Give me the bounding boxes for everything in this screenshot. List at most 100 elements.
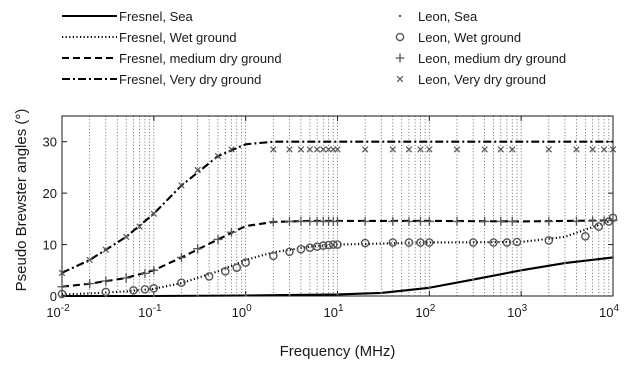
vertical-grid [89,116,610,296]
series-leon-very-dry-ground [58,146,617,277]
series-point [269,251,278,261]
legend-label: Fresnel, medium dry ground [119,51,282,66]
series-point [417,146,424,153]
series-point [194,166,201,174]
series-point [325,146,332,153]
series-point [468,238,478,247]
series-point [150,210,158,217]
series-point [425,238,434,247]
series-fresnel-wet-ground [61,218,614,296]
x-tick-exponent: 1 [338,303,344,314]
series-point [241,258,250,267]
x-tick-label: 102 [415,303,435,320]
series-point [232,263,242,273]
x-tick-label: 103 [507,303,527,320]
x-tick-label: 104 [599,303,619,320]
series-point [152,294,156,298]
series-point [57,282,67,292]
series-point [136,223,143,230]
y-axis-ticks: 0 10 20 30 [43,135,613,304]
series-point [571,216,581,226]
series-point [545,146,553,153]
series-point [497,146,505,153]
series-point [284,216,294,226]
series-point [380,291,383,295]
series-point [268,217,278,227]
legend-item: Fresnel, Sea [62,9,193,24]
series-point [389,146,397,153]
y-tick-label: 10 [43,238,57,253]
series-point [213,234,223,244]
series-point [480,216,490,226]
series-point [405,146,413,153]
series-point [149,283,159,293]
series-point [496,216,506,226]
legend-item: Leon, Sea [398,9,478,24]
series-point [599,216,609,226]
legend-label: Leon, Very dry ground [418,72,546,87]
series-point [360,238,370,248]
series-point [471,278,475,281]
series-point [361,146,369,153]
series-point [312,242,322,251]
series-point [101,276,111,286]
series-point [588,216,598,226]
legend-item: Leon, Very dry ground [396,72,546,87]
series-point [149,265,159,275]
series-point [481,146,488,153]
legend-marker [395,32,405,42]
series-point [581,232,590,241]
series-point [228,146,235,153]
legend-label: Fresnel, Sea [119,9,193,24]
series-point [544,216,554,226]
series-point [519,269,523,272]
x-tick-exponent: 3 [522,303,528,314]
series-leon-wet-ground [57,213,618,299]
series-point [296,244,306,254]
series-point [415,216,425,226]
legend-item: Fresnel, Wet ground [62,30,237,45]
series-point [286,146,293,153]
legend-item: Leon, medium dry ground [395,51,566,66]
series-point [428,286,431,289]
series-point [426,146,433,153]
series-point [507,216,517,226]
legend-marker [396,75,404,83]
series-point [177,278,186,287]
legend-label: Leon, Sea [418,9,478,24]
series-point [102,246,110,253]
legend-item: Leon, Wet ground [395,30,521,45]
series-point [333,240,342,249]
series-point [388,216,398,226]
legend-marker [395,53,405,63]
x-tick-label: 100 [232,303,252,320]
series-point [573,146,580,153]
series-point [178,182,185,189]
legend-item: Fresnel, Very dry ground [62,72,261,87]
series-point [176,252,186,262]
series-point [270,146,277,153]
series-point [140,285,150,294]
series-point [502,238,512,247]
series-point [544,236,554,245]
series-point [86,256,93,264]
series-fresnel-sea [62,256,614,298]
series-point [609,146,617,153]
y-axis-title: Pseudo Brewster angles (°) [13,109,30,292]
series-point [334,146,341,153]
series-point [453,146,461,153]
y-tick-label: 20 [43,186,57,201]
series-point [416,238,425,247]
series-point [452,216,462,226]
series-point [220,267,230,276]
series-point [320,146,327,153]
series-point [226,227,236,237]
series-point [489,238,498,247]
series-point [101,287,111,297]
series-layer [57,140,618,299]
series-point [424,216,434,226]
series-point [324,240,333,250]
series-point [193,244,203,254]
x-tick-exponent: 0 [246,303,252,314]
